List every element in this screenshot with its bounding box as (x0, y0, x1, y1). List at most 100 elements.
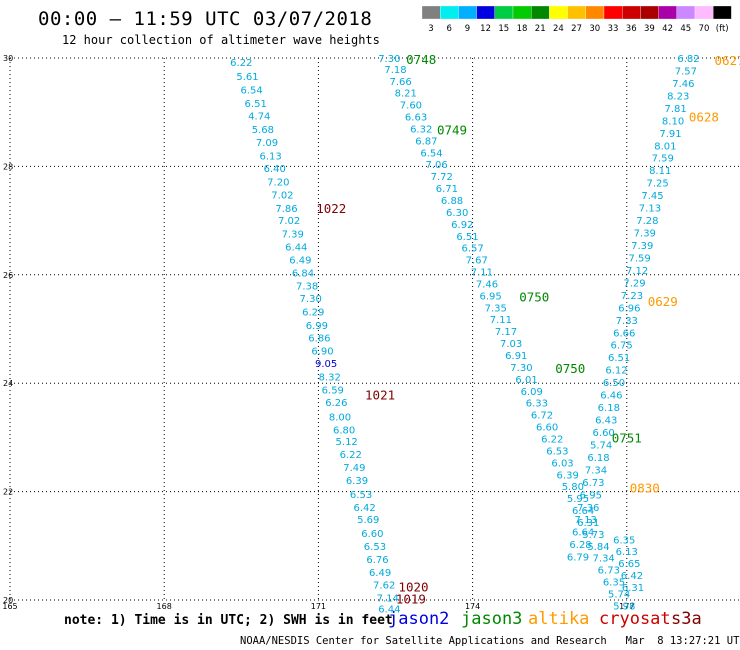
wave-height-value: 6.53 (364, 542, 386, 553)
wave-height-value: 6.22 (230, 58, 252, 69)
legend-swatch (658, 5, 677, 20)
legend-label: 42 (662, 24, 673, 34)
wave-height-value: 5.80 (562, 482, 584, 493)
wave-height-value: 6.30 (446, 208, 468, 219)
wave-height-value: 6.53 (350, 490, 372, 501)
wave-height-value: 6.99 (306, 321, 328, 332)
wave-height-value: 6.51 (245, 99, 267, 110)
legend-swatch (549, 5, 568, 20)
wave-height-value: 7.34 (593, 554, 615, 565)
pass-time-label: 0749 (437, 123, 467, 138)
wave-height-value: 6.60 (361, 529, 383, 540)
wave-height-value: 6.42 (354, 503, 376, 514)
wave-height-value: 6.95 (580, 490, 602, 501)
wave-height-value: 6.82 (677, 54, 699, 65)
wave-height-value: 7.11 (490, 315, 512, 326)
wave-height-value: 7.59 (652, 154, 674, 165)
wave-height-value: 6.31 (622, 583, 644, 594)
wave-height-value: 6.91 (505, 351, 527, 362)
legend-label: 15 (498, 24, 509, 34)
wave-height-value: 7.67 (466, 256, 488, 267)
legend-label: 6 (446, 24, 451, 34)
wave-height-value: 6.65 (618, 559, 640, 570)
wave-height-value: 6.12 (605, 366, 627, 377)
y-tick-label: 26 (3, 271, 13, 280)
wave-height-value: 8.23 (667, 91, 689, 102)
pass-time-label: 0629 (648, 294, 678, 309)
wave-height-value: 7.13 (575, 515, 597, 526)
wave-height-value: 6.86 (308, 334, 330, 345)
wave-height-value: 6.64 (572, 528, 594, 539)
wave-height-value: 7.81 (664, 104, 686, 115)
wave-height-value: 6.53 (546, 446, 568, 457)
wave-height-value: 6.95 (479, 291, 501, 302)
x-tick-label: 177 (619, 602, 634, 611)
wave-height-value: 6.60 (536, 423, 558, 434)
wave-height-value: 7.02 (278, 216, 300, 227)
pass-time-label: 0627 (715, 53, 740, 68)
legend-swatch (585, 5, 605, 20)
wave-height-value: 7.09 (256, 138, 278, 149)
x-tick-label: 174 (465, 602, 480, 611)
wave-height-value: 7.11 (471, 268, 493, 279)
wave-height-value: 6.73 (582, 478, 604, 489)
wave-height-value: 7.49 (343, 463, 365, 474)
wave-height-value: 6.51 (456, 232, 478, 243)
wave-height-value: 6.64 (572, 506, 594, 517)
wave-height-value: 7.30 (378, 54, 400, 65)
chart-title: 00:00 — 11:59 UTC 03/07/2018 (38, 8, 373, 30)
satellite-jason3-label: jason3 (461, 609, 523, 629)
wave-height-value: 6.90 (311, 347, 333, 358)
wave-height-value: 7.46 (672, 79, 694, 90)
wave-height-value: 9.05 (315, 359, 337, 370)
pass-time-label: 0751 (612, 430, 642, 445)
wave-height-value: 7.23 (621, 291, 643, 302)
wave-height-value: 7.72 (431, 172, 453, 183)
wave-height-value: 5.95 (567, 494, 589, 505)
wave-height-value: 6.22 (541, 434, 563, 445)
wave-height-value: 6.51 (608, 353, 630, 364)
wave-height-value: 6.79 (567, 553, 589, 564)
legend-swatch (640, 5, 659, 20)
pass-time-label: 1020 (398, 579, 428, 594)
legend-label: 30 (589, 24, 600, 34)
wave-height-value: 6.18 (587, 453, 609, 464)
pass-time-label: 0748 (406, 52, 436, 67)
wave-height-value: 7.39 (631, 241, 653, 252)
wave-height-value: 5.61 (236, 72, 258, 83)
legend-swatch (676, 5, 696, 20)
y-tick-label: 24 (3, 379, 13, 388)
wave-height-value: 6.73 (598, 566, 620, 577)
y-tick-label: 22 (3, 488, 13, 497)
wave-height-value: 6.75 (611, 341, 633, 352)
wave-height-value: 7.60 (400, 101, 422, 112)
wave-height-value: 6.01 (515, 375, 537, 386)
legend-swatch (494, 5, 514, 20)
wave-height-value: 7.29 (623, 278, 645, 289)
wave-height-value: 8.21 (395, 89, 417, 100)
legend-swatch (622, 5, 641, 20)
wave-height-value: 7.38 (296, 282, 318, 293)
wave-height-value: 7.30 (300, 294, 322, 305)
axis-ticks: 165 168 171 174 177 20 22 24 26 28 30 (2, 54, 634, 611)
wave-height-value: 6.28 (569, 540, 591, 551)
wave-height-value: 6.49 (289, 256, 311, 267)
wave-height-value: 6.54 (240, 85, 262, 96)
wave-height-value: 7.03 (500, 339, 522, 350)
credit-line: NOAA/NESDIS Center for Satellite Applica… (240, 635, 740, 647)
wave-height-value: 6.03 (551, 458, 573, 469)
wave-height-value: 7.62 (373, 580, 395, 591)
footnote: note: 1) Time is in UTC; 2) SWH is in fe… (64, 613, 393, 628)
wave-height-value: 7.36 (577, 503, 599, 514)
wave-height-value: 6.32 (410, 124, 432, 135)
pass-time-label: 0628 (689, 110, 719, 125)
pass-time-label: 1021 (365, 388, 395, 403)
legend-label: 36 (626, 24, 637, 34)
wave-height-value: 6.59 (322, 386, 344, 397)
legend-label: 21 (535, 24, 546, 34)
wave-height-value: 7.57 (675, 66, 697, 77)
color-scale-legend: 3 6 9 12 15 18 21 24 27 30 33 36 39 42 45 70 (ft) (421, 5, 732, 34)
wave-height-value: 5.68 (252, 125, 274, 136)
wave-height-value: 6.31 (577, 518, 599, 529)
x-tick-label: 165 (2, 602, 17, 611)
